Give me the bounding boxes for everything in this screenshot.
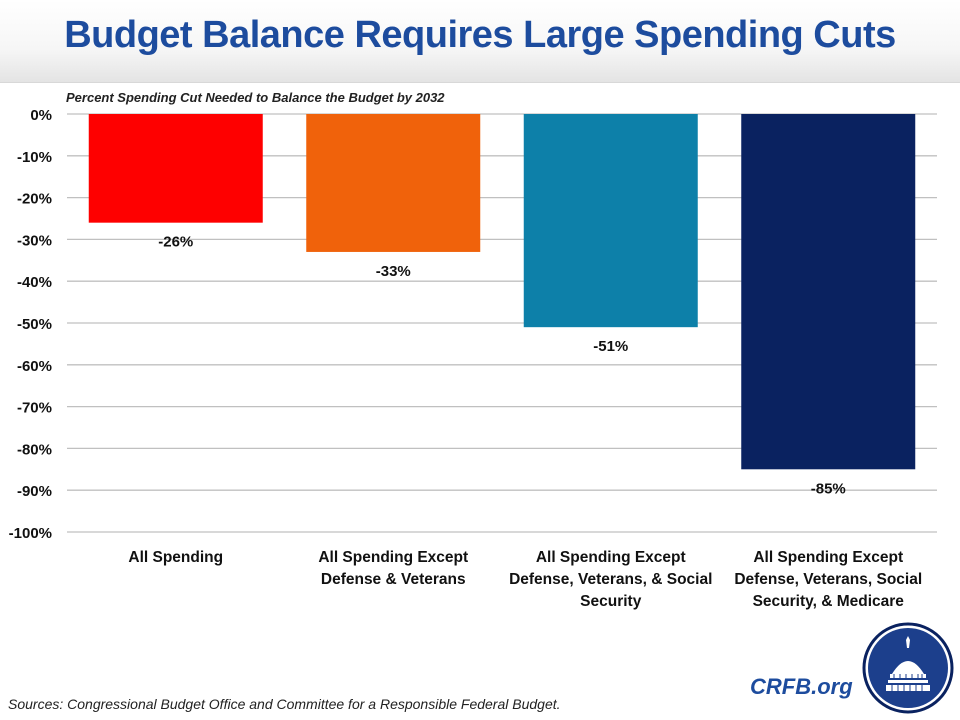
y-tick-label: 0%: [30, 107, 52, 124]
bar: [523, 114, 698, 328]
bars: [88, 114, 916, 470]
x-tick-label: All Spending Except: [536, 549, 686, 566]
x-tick-label: Security, & Medicare: [753, 593, 905, 610]
bar: [88, 114, 263, 223]
y-tick-label: -20%: [17, 191, 52, 208]
x-tick-label: Defense & Veterans: [321, 571, 466, 588]
y-axis-ticks: 0% -10% -20% -30% -40% -50% -60% -70% -80% -90% -1…: [9, 107, 52, 542]
brand-link[interactable]: CRFB.org: [750, 674, 853, 699]
bar: [741, 114, 916, 470]
x-tick-label: Defense, Veterans, Social: [734, 571, 922, 588]
y-tick-label: -50%: [17, 316, 52, 333]
x-tick-label: All Spending: [128, 549, 223, 566]
y-tick-label: -90%: [17, 483, 52, 500]
y-tick-label: -30%: [17, 232, 52, 249]
x-axis-labels: All Spending All Spending Except Defense &…: [128, 549, 922, 610]
x-tick-label: All Spending Except: [753, 549, 903, 566]
x-tick-label: Defense, Veterans, & Social: [509, 571, 712, 588]
capitol-dome-icon: [862, 622, 954, 714]
y-tick-label: -40%: [17, 274, 52, 291]
y-tick-label: -10%: [17, 149, 52, 166]
data-label: -33%: [376, 263, 411, 280]
y-tick-label: -70%: [17, 400, 52, 417]
chart-title: Budget Balance Requires Large Spending C…: [64, 14, 896, 56]
x-tick-label: Security: [580, 593, 642, 610]
source-note: Sources: Congressional Budget Office and…: [8, 696, 561, 712]
y-tick-label: -80%: [17, 441, 52, 458]
data-labels: -26% -33% -51% -85%: [158, 234, 846, 498]
x-tick-label: All Spending Except: [318, 549, 468, 566]
chart-subtitle: Percent Spending Cut Needed to Balance t…: [66, 90, 445, 105]
y-tick-label: -60%: [17, 358, 52, 375]
header-band: Budget Balance Requires Large Spending C…: [0, 0, 960, 83]
bar: [306, 114, 481, 252]
data-label: -26%: [158, 234, 193, 251]
data-label: -85%: [811, 480, 846, 497]
y-tick-label: -100%: [9, 525, 52, 542]
data-label: -51%: [593, 338, 628, 355]
